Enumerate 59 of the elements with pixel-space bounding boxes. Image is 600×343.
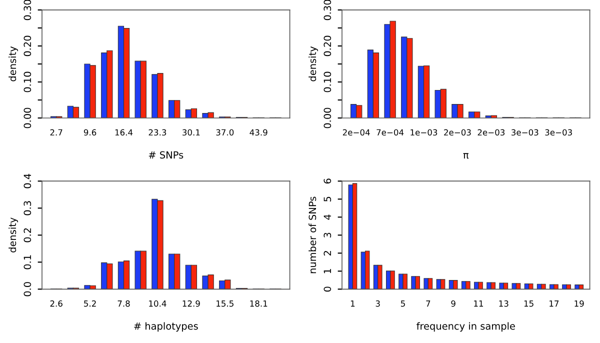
y-tick-label: 0.00 (324, 108, 332, 128)
x-tick-label: 23.3 (148, 129, 166, 136)
y-tick-label: 6 (324, 178, 332, 184)
x-tick-label: 3e−03 (512, 129, 538, 136)
x-tick-label: 2e−03 (478, 129, 505, 136)
x-tick-label: 12.9 (182, 300, 200, 307)
y-axis-title: density (8, 46, 18, 82)
x-tick-label: 15 (524, 300, 534, 307)
x-tick-label: 3 (376, 300, 380, 307)
y-tick-label: 0.00 (24, 108, 32, 128)
y-tick-label: 0 (324, 286, 332, 292)
y-tick-label: 0.30 (24, 0, 32, 20)
x-tick-label: 17 (550, 300, 559, 307)
y-axis-title: number of SNPs (308, 196, 316, 274)
y-tick-label: 3 (324, 232, 332, 238)
y-tick-label: 2 (324, 251, 331, 256)
x-tick-label: 13 (499, 300, 508, 307)
x-tick-label: 7e−04 (376, 129, 404, 136)
x-tick-label: 1 (350, 300, 355, 307)
x-tick-label: 2e−04 (342, 129, 370, 136)
x-tick-label: 2e−03 (444, 129, 471, 136)
y-tick-label: 5 (324, 196, 332, 202)
x-tick-label: 18.1 (250, 300, 268, 307)
y-axis-title: density (308, 46, 318, 82)
x-tick-label: 7 (426, 300, 430, 307)
x-tick-label: 30.1 (182, 129, 200, 136)
y-axis-title: density (8, 218, 18, 252)
x-tick-label: 2.6 (50, 300, 62, 307)
y-tick-label: 1 (324, 268, 331, 274)
x-tick-label: 9.6 (84, 129, 96, 136)
x-tick-label: 2.7 (50, 129, 62, 136)
x-tick-label: 43.9 (250, 129, 268, 136)
x-tick-label: 15.5 (216, 300, 234, 307)
y-tick-label: 0.0 (24, 282, 32, 296)
y-tick-label: 0.3 (24, 201, 32, 216)
y-tick-label: 0.30 (324, 0, 332, 20)
y-tick-label: 0.20 (24, 36, 32, 56)
x-tick-label: 3e−03 (545, 129, 572, 136)
y-tick-label: 0.4 (24, 174, 32, 188)
x-tick-label: 10.4 (149, 300, 166, 307)
x-tick-label: 11 (474, 300, 484, 307)
x-tick-label: 5 (401, 300, 405, 307)
x-tick-label: 37.0 (216, 129, 234, 136)
y-tick-label: 0.10 (24, 72, 32, 92)
x-tick-label: 5.2 (84, 300, 96, 307)
x-tick-label: 16.4 (115, 129, 133, 136)
x-tick-label: 1e−03 (410, 129, 438, 136)
x-tick-label: 19 (574, 300, 584, 307)
x-axis-title: # haplotypes (134, 322, 198, 332)
x-axis-title: frequency in sample (416, 322, 515, 332)
y-tick-label: 0.10 (324, 72, 332, 92)
y-tick-label: 0.1 (24, 255, 32, 270)
x-axis-title: # SNPs (148, 151, 184, 159)
y-tick-label: 0.20 (324, 36, 332, 56)
x-axis-title: π (463, 153, 469, 159)
y-tick-label: 0.2 (24, 228, 32, 242)
y-tick-label: 4 (324, 214, 331, 220)
x-tick-label: 9 (451, 300, 456, 307)
x-tick-label: 7.8 (118, 300, 130, 307)
